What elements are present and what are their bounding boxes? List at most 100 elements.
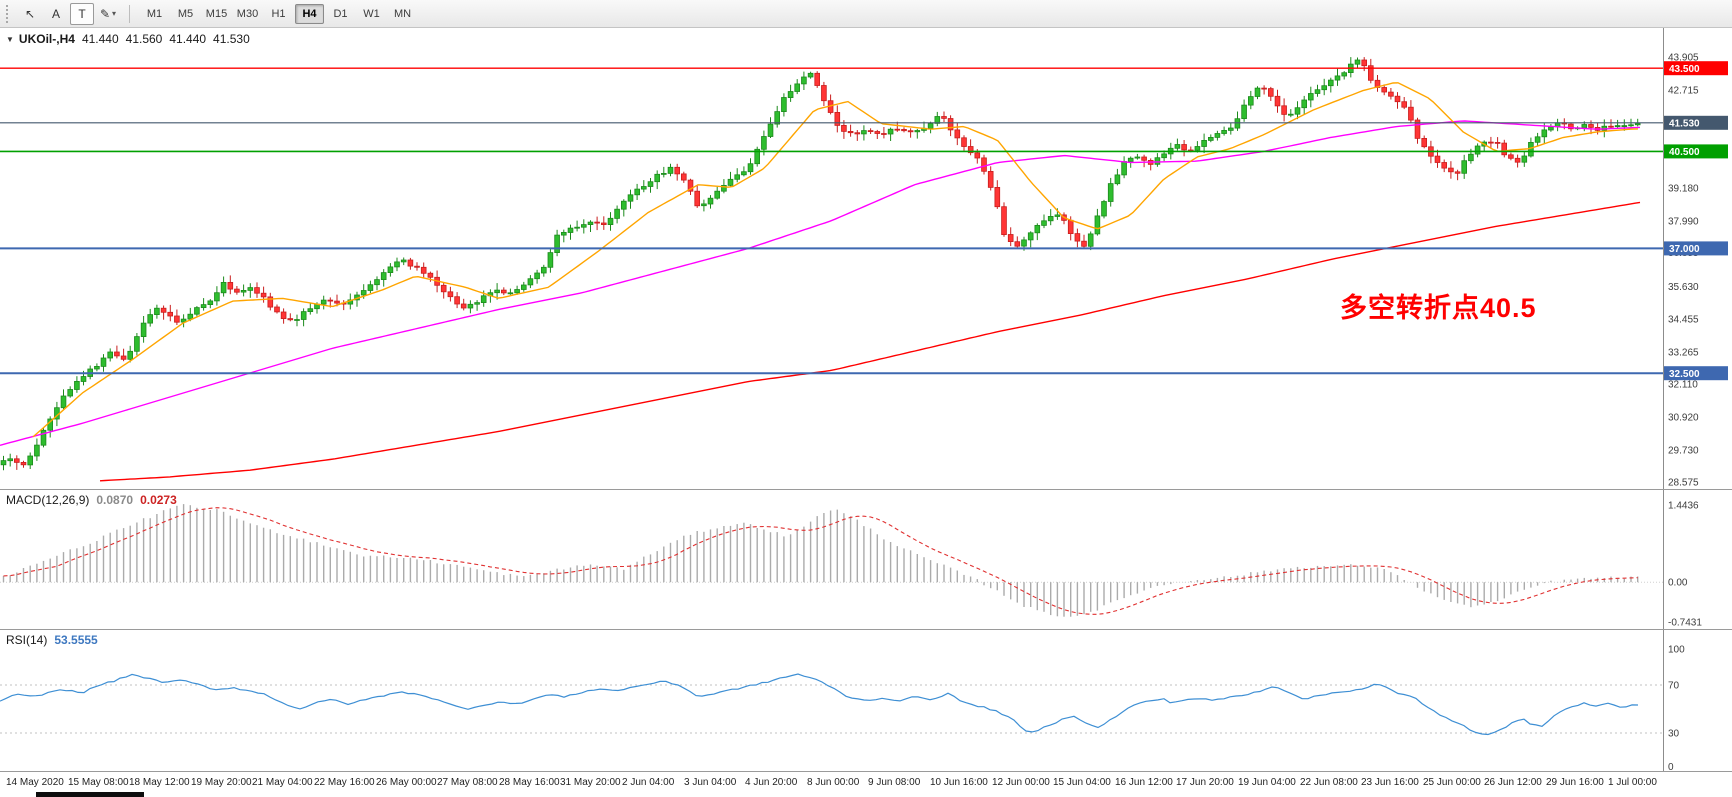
time-axis-label: 12 Jun 00:00	[992, 777, 1050, 788]
text-tool-icon: A	[51, 6, 60, 21]
toolbar-separator	[129, 4, 130, 23]
svg-text:0: 0	[1668, 762, 1674, 772]
time-axis-label: 19 May 20:00	[191, 777, 252, 788]
rsi-panel-canvas[interactable]: 100 70 30 0	[0, 630, 1732, 772]
toolbar-grip[interactable]	[6, 4, 11, 23]
time-axis-label: 8 Jun 00:00	[807, 777, 860, 788]
rsi-value: 53.5555	[54, 633, 98, 647]
svg-text:34.455: 34.455	[1668, 315, 1699, 326]
svg-text:43.500: 43.500	[1669, 64, 1700, 75]
dropdown-caret-icon: ▾	[112, 9, 117, 18]
svg-text:0.00: 0.00	[1668, 578, 1688, 589]
svg-text:37.990: 37.990	[1668, 217, 1699, 228]
macd-signal-line	[3, 507, 1638, 615]
time-axis-label: 1 Jul 00:00	[1608, 777, 1657, 788]
timeframe-button-d1[interactable]: D1	[326, 4, 355, 24]
time-axis-label: 21 May 04:00	[252, 777, 313, 788]
svg-text:40.500: 40.500	[1669, 147, 1700, 158]
open-value: 41.440	[81, 32, 119, 46]
rsi-header: RSI(14) 53.5555	[6, 633, 98, 647]
timeframe-button-m30[interactable]: M30	[233, 4, 262, 24]
time-axis-label: 25 Jun 00:00	[1423, 777, 1481, 788]
svg-text:28.575: 28.575	[1668, 478, 1699, 489]
macd-main-value: 0.0870	[96, 493, 134, 507]
timeframe-group: M1 M5 M15 M30 H1 H4 D1 W1 MN	[139, 3, 418, 24]
chart-ohlc-header: ▼ UKOil-,H4 41.440 41.560 41.440 41.530	[6, 32, 250, 46]
timeframe-button-m5[interactable]: M5	[171, 4, 200, 24]
price-level-badge	[1664, 241, 1728, 256]
time-axis-label: 22 Jun 08:00	[1300, 777, 1358, 788]
ma-mid-line	[0, 120, 1641, 446]
macd-histogram	[2, 504, 1639, 617]
textbox-icon: T	[78, 6, 86, 21]
time-axis-label: 15 Jun 04:00	[1053, 777, 1111, 788]
price-axis[interactable]: 43.90542.71539.18037.99036.85535.63034.4…	[1664, 53, 1728, 489]
time-axis-label: 26 May 00:00	[376, 777, 437, 788]
time-axis-separator	[0, 771, 1732, 772]
ma-fast-line	[32, 82, 1639, 438]
svg-text:33.265: 33.265	[1668, 348, 1699, 359]
draw-tool-button[interactable]: ✎ ▾	[96, 3, 120, 25]
timeframe-button-m1[interactable]: M1	[140, 4, 169, 24]
panel-separator[interactable]	[0, 489, 1732, 490]
timeframe-button-w1[interactable]: W1	[357, 4, 386, 24]
svg-text:-0.7431: -0.7431	[1668, 618, 1702, 629]
time-axis[interactable]: 14 May 2020 15 May 08:00 18 May 12:00 19 Ma…	[0, 772, 1732, 794]
time-axis-label: 14 May 2020	[6, 777, 64, 788]
price-level-badge	[1664, 144, 1728, 159]
price-level-badge	[1664, 61, 1728, 76]
svg-text:39.180: 39.180	[1668, 184, 1699, 195]
annotation-text: 多空转折点40.5	[1340, 293, 1537, 323]
collapse-arrow-icon[interactable]: ▼	[6, 34, 14, 44]
svg-text:30: 30	[1668, 729, 1680, 740]
toolbar: ↖ A T ✎ ▾ M1 M5 M15 M30 H1 H4 D1 W1 MN	[0, 0, 1732, 28]
time-axis-label: 4 Jun 20:00	[745, 777, 798, 788]
time-axis-label: 16 Jun 12:00	[1115, 777, 1173, 788]
time-axis-label: 23 Jun 16:00	[1361, 777, 1419, 788]
svg-text:32.110: 32.110	[1668, 380, 1698, 391]
macd-signal-value: 0.0273	[140, 493, 177, 507]
time-axis-label: 2 Jun 04:00	[622, 777, 675, 788]
time-axis-label: 17 Jun 20:00	[1176, 777, 1234, 788]
timeframe-button-m15[interactable]: M15	[202, 4, 231, 24]
timeframe-button-mn[interactable]: MN	[388, 4, 417, 24]
pencil-icon: ✎	[99, 6, 111, 21]
macd-label: MACD(12,26,9)	[6, 493, 90, 507]
time-axis-label: 19 Jun 04:00	[1238, 777, 1296, 788]
rsi-line	[0, 673, 1639, 736]
price-level-badge	[1664, 115, 1728, 130]
panel-separator[interactable]	[0, 629, 1732, 630]
svg-text:1.4436: 1.4436	[1668, 501, 1699, 512]
timeframe-button-h1[interactable]: H1	[264, 4, 293, 24]
svg-text:100: 100	[1668, 645, 1685, 656]
price-level-badge	[1664, 366, 1728, 381]
svg-text:42.715: 42.715	[1668, 86, 1699, 97]
time-axis-label: 18 May 12:00	[129, 777, 190, 788]
high-value: 41.560	[125, 32, 163, 46]
macd-header: MACD(12,26,9) 0.0870 0.0273	[6, 493, 177, 507]
time-axis-label: 10 Jun 16:00	[930, 777, 988, 788]
svg-text:37.000: 37.000	[1669, 244, 1700, 255]
close-value: 41.530	[213, 32, 250, 46]
cursor-tool-button[interactable]: ↖	[18, 3, 42, 25]
textbox-tool-button[interactable]: T	[70, 2, 94, 25]
svg-text:70: 70	[1668, 681, 1680, 692]
ma-slow-line	[99, 201, 1641, 482]
candlestick-series	[0, 57, 1641, 471]
rsi-axis[interactable]: 100 70 30 0	[1668, 645, 1685, 773]
price-chart-canvas[interactable]: 43.90542.71539.18037.99036.85535.63034.4…	[0, 28, 1732, 489]
svg-text:29.730: 29.730	[1668, 446, 1699, 457]
cursor-icon: ↖	[24, 6, 36, 21]
svg-text:41.530: 41.530	[1669, 119, 1700, 130]
time-axis-label: 27 May 08:00	[437, 777, 498, 788]
symbol-period-label: UKOil-,H4	[18, 32, 75, 46]
timeframe-button-h4[interactable]: H4	[295, 3, 324, 24]
macd-axis[interactable]: 1.4436 0.00 -0.7431	[1668, 501, 1702, 629]
time-axis-label: 31 May 20:00	[560, 777, 621, 788]
svg-text:35.630: 35.630	[1668, 282, 1699, 293]
text-tool-button[interactable]: A	[44, 3, 68, 25]
time-axis-label: 29 Jun 16:00	[1546, 777, 1604, 788]
svg-text:30.920: 30.920	[1668, 413, 1699, 424]
macd-panel-canvas[interactable]: 1.4436 0.00 -0.7431	[0, 490, 1732, 629]
